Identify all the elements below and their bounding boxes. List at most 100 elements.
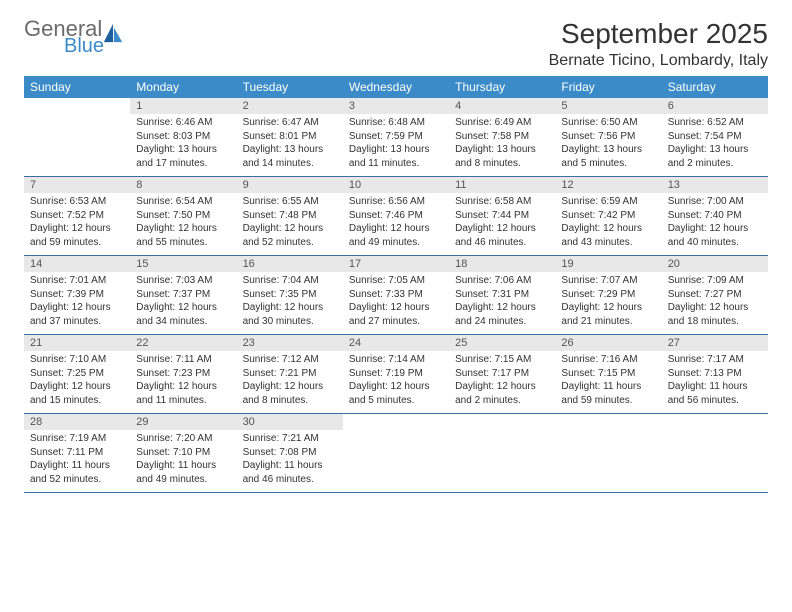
daylight-text: Daylight: 12 hours and 18 minutes. — [668, 301, 762, 328]
day-cell — [662, 414, 768, 493]
day-number: 23 — [237, 335, 343, 351]
day-cell: 20Sunrise: 7:09 AMSunset: 7:27 PMDayligh… — [662, 256, 768, 335]
sunset-text: Sunset: 7:11 PM — [30, 446, 124, 460]
day-body: Sunrise: 7:15 AMSunset: 7:17 PMDaylight:… — [449, 351, 555, 413]
day-body: Sunrise: 6:54 AMSunset: 7:50 PMDaylight:… — [130, 193, 236, 255]
day-cell: 2Sunrise: 6:47 AMSunset: 8:01 PMDaylight… — [237, 98, 343, 177]
day-body: Sunrise: 7:12 AMSunset: 7:21 PMDaylight:… — [237, 351, 343, 413]
daylight-text: Daylight: 13 hours and 8 minutes. — [455, 143, 549, 170]
day-cell: 22Sunrise: 7:11 AMSunset: 7:23 PMDayligh… — [130, 335, 236, 414]
day-number: 11 — [449, 177, 555, 193]
day-body: Sunrise: 7:01 AMSunset: 7:39 PMDaylight:… — [24, 272, 130, 334]
sunset-text: Sunset: 7:40 PM — [668, 209, 762, 223]
sunrise-text: Sunrise: 7:06 AM — [455, 274, 549, 288]
day-body: Sunrise: 7:17 AMSunset: 7:13 PMDaylight:… — [662, 351, 768, 413]
sunrise-text: Sunrise: 7:16 AM — [561, 353, 655, 367]
day-number: 17 — [343, 256, 449, 272]
sunset-text: Sunset: 7:13 PM — [668, 367, 762, 381]
day-number — [662, 414, 768, 430]
dow-monday: Monday — [130, 76, 236, 98]
sunrise-text: Sunrise: 7:01 AM — [30, 274, 124, 288]
sunrise-text: Sunrise: 6:52 AM — [668, 116, 762, 130]
day-number: 10 — [343, 177, 449, 193]
dow-wednesday: Wednesday — [343, 76, 449, 98]
day-cell: 17Sunrise: 7:05 AMSunset: 7:33 PMDayligh… — [343, 256, 449, 335]
sail-icon — [102, 21, 124, 45]
day-cell: 19Sunrise: 7:07 AMSunset: 7:29 PMDayligh… — [555, 256, 661, 335]
sunset-text: Sunset: 7:23 PM — [136, 367, 230, 381]
day-body: Sunrise: 6:58 AMSunset: 7:44 PMDaylight:… — [449, 193, 555, 255]
day-cell: 24Sunrise: 7:14 AMSunset: 7:19 PMDayligh… — [343, 335, 449, 414]
day-cell: 1Sunrise: 6:46 AMSunset: 8:03 PMDaylight… — [130, 98, 236, 177]
day-body: Sunrise: 7:09 AMSunset: 7:27 PMDaylight:… — [662, 272, 768, 334]
daylight-text: Daylight: 13 hours and 14 minutes. — [243, 143, 337, 170]
day-number: 16 — [237, 256, 343, 272]
daylight-text: Daylight: 11 hours and 49 minutes. — [136, 459, 230, 486]
sunset-text: Sunset: 7:44 PM — [455, 209, 549, 223]
sunset-text: Sunset: 7:46 PM — [349, 209, 443, 223]
sunset-text: Sunset: 7:59 PM — [349, 130, 443, 144]
sunset-text: Sunset: 7:35 PM — [243, 288, 337, 302]
sunset-text: Sunset: 8:03 PM — [136, 130, 230, 144]
day-cell — [343, 414, 449, 493]
daylight-text: Daylight: 12 hours and 8 minutes. — [243, 380, 337, 407]
sunrise-text: Sunrise: 6:54 AM — [136, 195, 230, 209]
day-body: Sunrise: 7:16 AMSunset: 7:15 PMDaylight:… — [555, 351, 661, 413]
day-number: 6 — [662, 98, 768, 114]
sunset-text: Sunset: 7:15 PM — [561, 367, 655, 381]
week-row: 14Sunrise: 7:01 AMSunset: 7:39 PMDayligh… — [24, 256, 768, 335]
dow-saturday: Saturday — [662, 76, 768, 98]
day-cell: 26Sunrise: 7:16 AMSunset: 7:15 PMDayligh… — [555, 335, 661, 414]
day-body: Sunrise: 7:00 AMSunset: 7:40 PMDaylight:… — [662, 193, 768, 255]
day-number: 9 — [237, 177, 343, 193]
sunset-text: Sunset: 7:50 PM — [136, 209, 230, 223]
day-cell: 23Sunrise: 7:12 AMSunset: 7:21 PMDayligh… — [237, 335, 343, 414]
day-cell: 5Sunrise: 6:50 AMSunset: 7:56 PMDaylight… — [555, 98, 661, 177]
day-cell: 6Sunrise: 6:52 AMSunset: 7:54 PMDaylight… — [662, 98, 768, 177]
sunrise-text: Sunrise: 6:59 AM — [561, 195, 655, 209]
day-number: 25 — [449, 335, 555, 351]
sunrise-text: Sunrise: 7:07 AM — [561, 274, 655, 288]
sunrise-text: Sunrise: 6:49 AM — [455, 116, 549, 130]
day-number: 12 — [555, 177, 661, 193]
day-number: 7 — [24, 177, 130, 193]
day-cell: 9Sunrise: 6:55 AMSunset: 7:48 PMDaylight… — [237, 177, 343, 256]
day-cell: 10Sunrise: 6:56 AMSunset: 7:46 PMDayligh… — [343, 177, 449, 256]
week-row: 28Sunrise: 7:19 AMSunset: 7:11 PMDayligh… — [24, 414, 768, 493]
day-number: 21 — [24, 335, 130, 351]
day-number: 15 — [130, 256, 236, 272]
day-number: 29 — [130, 414, 236, 430]
day-body — [662, 430, 768, 488]
day-cell — [24, 98, 130, 177]
day-cell — [449, 414, 555, 493]
day-body: Sunrise: 7:21 AMSunset: 7:08 PMDaylight:… — [237, 430, 343, 492]
day-body: Sunrise: 6:55 AMSunset: 7:48 PMDaylight:… — [237, 193, 343, 255]
sunrise-text: Sunrise: 6:56 AM — [349, 195, 443, 209]
dow-thursday: Thursday — [449, 76, 555, 98]
day-body: Sunrise: 7:05 AMSunset: 7:33 PMDaylight:… — [343, 272, 449, 334]
sunrise-text: Sunrise: 7:05 AM — [349, 274, 443, 288]
sunrise-text: Sunrise: 7:10 AM — [30, 353, 124, 367]
day-cell: 11Sunrise: 6:58 AMSunset: 7:44 PMDayligh… — [449, 177, 555, 256]
daylight-text: Daylight: 12 hours and 11 minutes. — [136, 380, 230, 407]
daylight-text: Daylight: 13 hours and 5 minutes. — [561, 143, 655, 170]
day-cell: 30Sunrise: 7:21 AMSunset: 7:08 PMDayligh… — [237, 414, 343, 493]
sunset-text: Sunset: 7:58 PM — [455, 130, 549, 144]
day-number: 26 — [555, 335, 661, 351]
day-number: 13 — [662, 177, 768, 193]
day-number: 20 — [662, 256, 768, 272]
days-of-week-row: Sunday Monday Tuesday Wednesday Thursday… — [24, 76, 768, 98]
day-body: Sunrise: 7:03 AMSunset: 7:37 PMDaylight:… — [130, 272, 236, 334]
day-body: Sunrise: 6:56 AMSunset: 7:46 PMDaylight:… — [343, 193, 449, 255]
sunrise-text: Sunrise: 6:53 AM — [30, 195, 124, 209]
sunrise-text: Sunrise: 7:19 AM — [30, 432, 124, 446]
sunrise-text: Sunrise: 7:03 AM — [136, 274, 230, 288]
sunset-text: Sunset: 7:52 PM — [30, 209, 124, 223]
day-body: Sunrise: 6:48 AMSunset: 7:59 PMDaylight:… — [343, 114, 449, 176]
sunrise-text: Sunrise: 7:12 AM — [243, 353, 337, 367]
day-cell: 21Sunrise: 7:10 AMSunset: 7:25 PMDayligh… — [24, 335, 130, 414]
day-body: Sunrise: 7:14 AMSunset: 7:19 PMDaylight:… — [343, 351, 449, 413]
daylight-text: Daylight: 12 hours and 52 minutes. — [243, 222, 337, 249]
logo-text: General Blue — [24, 18, 104, 56]
sunset-text: Sunset: 7:42 PM — [561, 209, 655, 223]
